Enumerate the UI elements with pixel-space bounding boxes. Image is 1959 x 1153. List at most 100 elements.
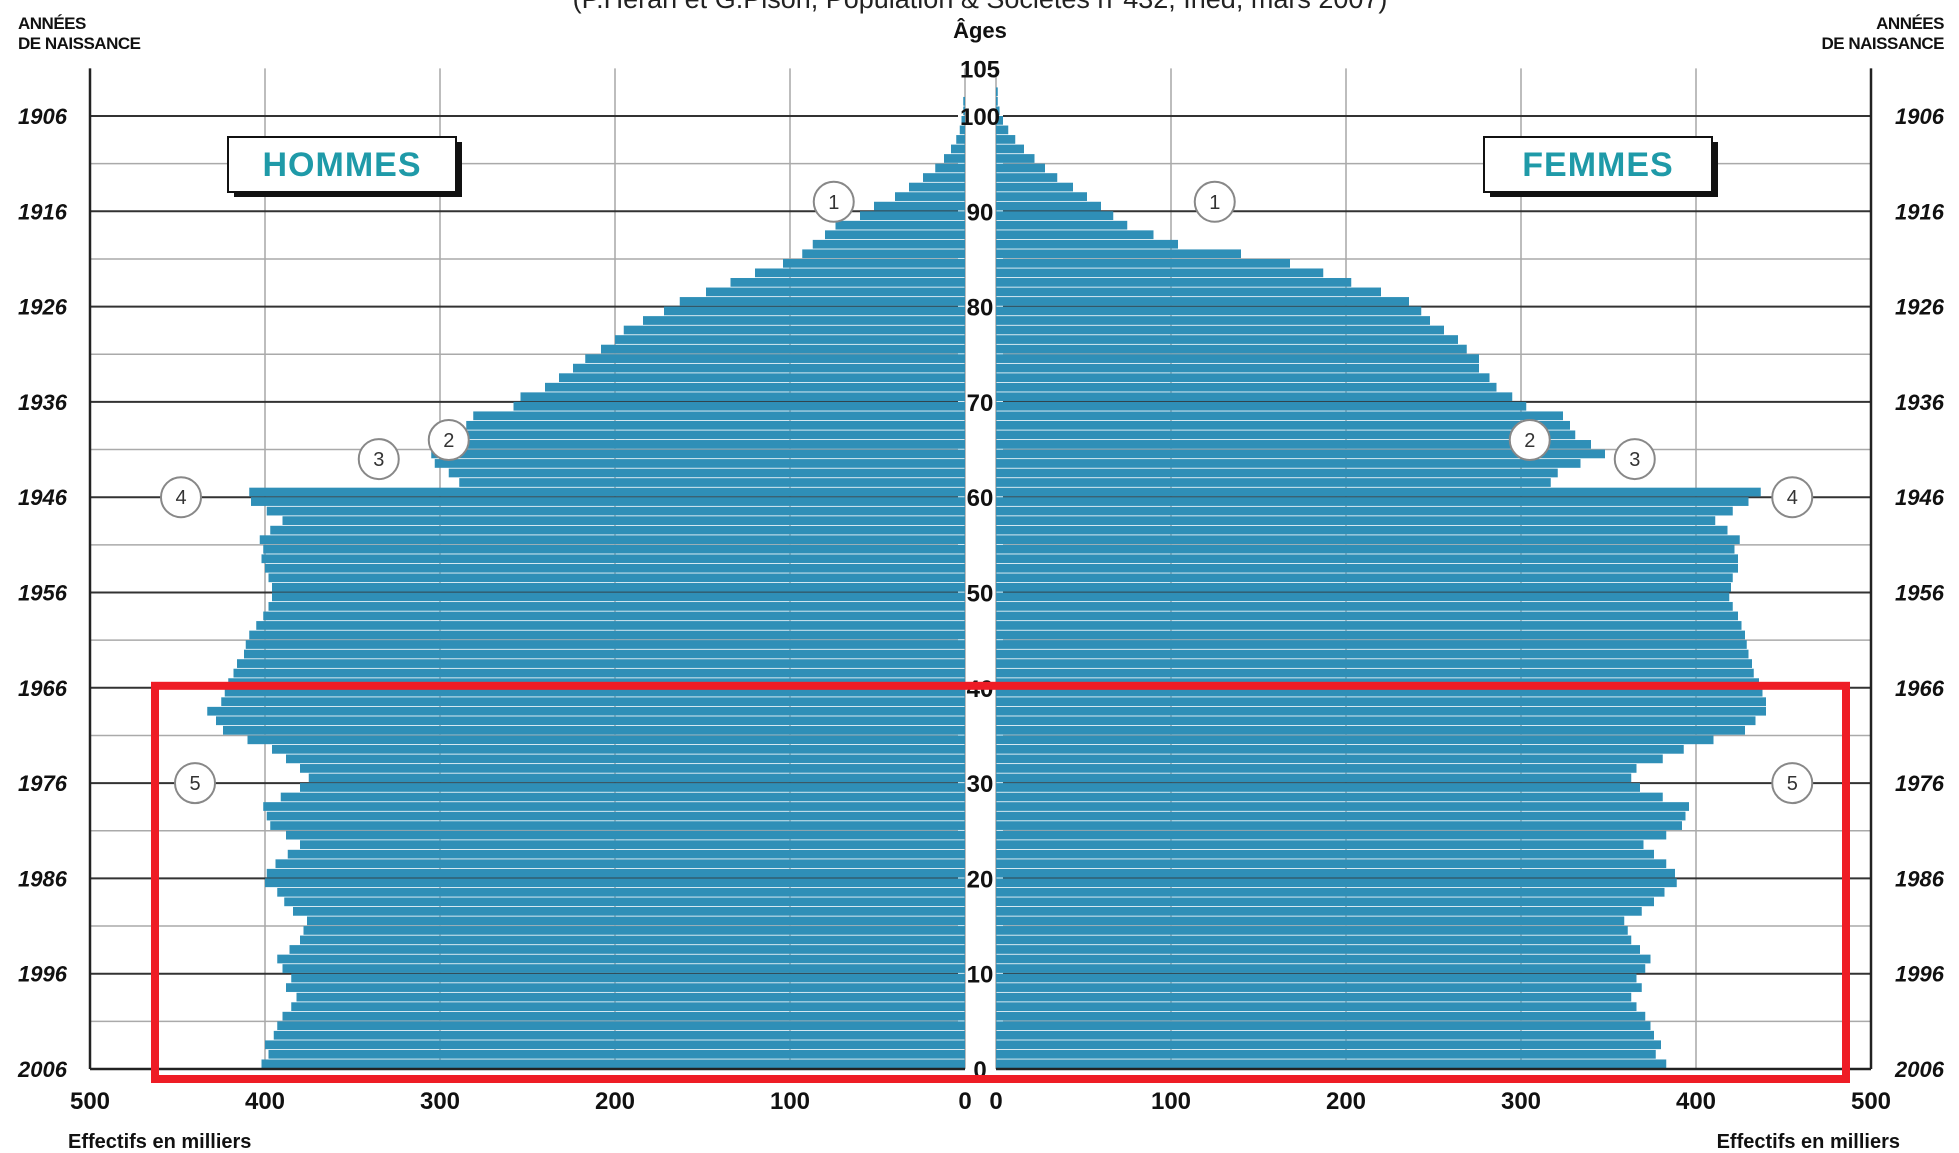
bar-femmes-age-61 <box>996 478 1551 487</box>
birth-year-tick-left: 1986 <box>18 866 68 891</box>
marker-femmes-label: 1 <box>1209 192 1220 214</box>
bar-femmes-age-44 <box>996 640 1747 649</box>
bar-hommes-age-81 <box>706 287 965 297</box>
bar-hommes-age-6 <box>291 1002 965 1012</box>
age-tick: 60 <box>967 485 994 512</box>
bar-femmes-age-62 <box>996 468 1558 478</box>
bar-femmes-age-16 <box>996 906 1642 916</box>
bar-hommes-age-8 <box>286 983 965 992</box>
femmes-title: FEMMES <box>1522 146 1673 184</box>
left-birth-year-header-line2: DE NAISSANCE <box>18 34 141 53</box>
bar-hommes-age-38 <box>221 697 965 707</box>
bar-hommes-age-21 <box>275 859 965 869</box>
bar-femmes-age-70 <box>996 392 1513 402</box>
bar-femmes-age-84 <box>996 258 1290 268</box>
bar-femmes-age-13 <box>996 935 1632 945</box>
marker-hommes-2-icon <box>427 419 470 462</box>
bar-femmes-age-4 <box>996 1021 1651 1031</box>
highlight-rect <box>151 681 1850 1083</box>
x-tick-hommes: 400 <box>245 1088 285 1115</box>
age-tick: 90 <box>967 199 994 226</box>
bar-hommes-age-0 <box>261 1059 965 1069</box>
bar-hommes-age-35 <box>223 725 965 735</box>
bar-hommes-age-101 <box>963 96 965 106</box>
birth-year-tick-left: 1966 <box>18 676 68 701</box>
bar-hommes-age-17 <box>284 897 965 907</box>
bar-femmes-age-47 <box>996 611 1738 621</box>
x-axis-label-left: Effectifs en milliers <box>68 1131 251 1153</box>
birth-year-tick-left: 1956 <box>18 581 68 606</box>
bar-femmes-age-92 <box>996 182 1073 192</box>
bar-femmes-age-87 <box>996 230 1154 240</box>
bar-hommes-age-84 <box>783 258 965 268</box>
bar-hommes-age-15 <box>307 916 965 926</box>
bar-femmes-age-100 <box>996 106 1000 116</box>
bar-femmes-age-30 <box>996 773 1632 783</box>
bar-hommes-age-24 <box>286 830 965 840</box>
birth-year-tick-right: 1926 <box>1895 295 1945 320</box>
bar-femmes-age-37 <box>996 706 1766 716</box>
x-tick-femmes: 200 <box>1326 1088 1366 1115</box>
bar-femmes-age-59 <box>996 497 1749 506</box>
marker-hommes-label: 4 <box>175 487 186 509</box>
bar-femmes-age-50 <box>996 582 1731 592</box>
bar-femmes-age-97 <box>996 135 1016 144</box>
bar-femmes-age-73 <box>996 363 1479 373</box>
bar-hommes-age-63 <box>434 459 965 468</box>
bar-femmes-age-71 <box>996 382 1497 392</box>
marker-femmes-5-icon <box>1771 762 1814 805</box>
bar-hommes-age-62 <box>448 468 965 478</box>
hommes-title: HOMMES <box>263 146 422 184</box>
bar-femmes-age-34 <box>996 735 1714 745</box>
bar-hommes-age-36 <box>216 716 965 726</box>
bar-hommes-age-44 <box>245 640 965 649</box>
bar-hommes-age-70 <box>520 392 965 402</box>
bar-hommes-age-41 <box>233 668 965 678</box>
bar-femmes-age-18 <box>996 887 1665 897</box>
birth-year-tick-left: 1946 <box>18 485 68 510</box>
bar-hommes-age-32 <box>286 754 965 764</box>
bar-hommes-age-54 <box>263 544 965 554</box>
bar-femmes-age-55 <box>996 535 1740 545</box>
bar-femmes-age-54 <box>996 544 1735 554</box>
bar-hommes-age-19 <box>265 878 965 888</box>
marker-femmes-label: 2 <box>1524 430 1535 452</box>
marker-hommes-label: 1 <box>828 192 839 214</box>
marker-hommes-3-icon <box>357 438 400 481</box>
bar-femmes-age-63 <box>996 459 1581 468</box>
bar-hommes-age-10 <box>282 964 965 973</box>
bar-hommes-age-9 <box>291 973 965 983</box>
bar-hommes-age-57 <box>282 516 965 525</box>
marker-femmes-label: 3 <box>1629 449 1640 471</box>
bar-hommes-age-90 <box>874 201 965 211</box>
bar-femmes-age-19 <box>996 878 1677 888</box>
bar-hommes-age-25 <box>270 821 965 830</box>
bar-femmes-age-48 <box>996 602 1733 611</box>
x-tick-femmes: 300 <box>1501 1088 1541 1115</box>
bar-femmes-age-102 <box>996 87 998 97</box>
bar-femmes-age-7 <box>996 992 1632 1002</box>
bar-hommes-age-50 <box>272 582 965 592</box>
bar-hommes-age-43 <box>244 649 965 659</box>
birth-year-tick-left: 2006 <box>17 1057 68 1082</box>
birth-year-tick-right: 1956 <box>1895 581 1945 606</box>
bar-hommes-age-100 <box>963 106 965 116</box>
marker-femmes-label: 5 <box>1787 773 1798 795</box>
bar-femmes-age-51 <box>996 573 1733 583</box>
bar-femmes-age-43 <box>996 649 1749 659</box>
bar-hommes-age-83 <box>755 268 965 278</box>
bar-hommes-age-95 <box>944 154 965 163</box>
bar-femmes-age-96 <box>996 144 1024 154</box>
bar-hommes-age-16 <box>293 906 965 916</box>
bar-hommes-age-67 <box>466 420 965 430</box>
bar-femmes-age-36 <box>996 716 1756 726</box>
bar-femmes-age-86 <box>996 239 1178 249</box>
bar-hommes-age-66 <box>457 430 965 440</box>
ages-header: Âges <box>953 18 1007 43</box>
bar-hommes-age-13 <box>300 935 965 945</box>
bar-femmes-age-78 <box>996 316 1430 325</box>
bar-hommes-age-53 <box>261 554 965 564</box>
bar-hommes-age-93 <box>923 173 965 182</box>
bar-hommes-age-78 <box>643 316 965 325</box>
bar-femmes-age-42 <box>996 659 1752 668</box>
